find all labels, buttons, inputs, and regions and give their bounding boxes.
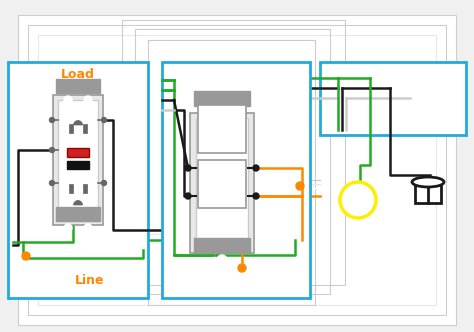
- Bar: [198, 160, 246, 208]
- Bar: [135, 29, 330, 294]
- Circle shape: [49, 118, 55, 123]
- Bar: [122, 20, 345, 285]
- Bar: [69, 184, 73, 193]
- Circle shape: [84, 96, 92, 104]
- Circle shape: [64, 224, 72, 232]
- Bar: [415, 185, 441, 203]
- Circle shape: [238, 264, 246, 272]
- Bar: [194, 91, 250, 106]
- Circle shape: [84, 224, 92, 232]
- Circle shape: [217, 255, 227, 265]
- Bar: [56, 79, 100, 93]
- Circle shape: [340, 182, 376, 218]
- Bar: [162, 62, 310, 298]
- Wedge shape: [73, 121, 82, 125]
- Bar: [83, 184, 87, 193]
- Bar: [69, 124, 73, 133]
- Circle shape: [185, 165, 191, 171]
- Bar: [320, 62, 466, 135]
- Circle shape: [49, 147, 55, 152]
- Circle shape: [253, 193, 259, 199]
- Circle shape: [253, 165, 259, 171]
- Circle shape: [101, 118, 107, 123]
- Bar: [58, 100, 98, 220]
- Bar: [67, 161, 89, 169]
- Bar: [196, 118, 248, 248]
- Bar: [148, 40, 315, 305]
- Circle shape: [64, 96, 72, 104]
- Bar: [53, 95, 103, 225]
- Text: Line: Line: [75, 274, 105, 287]
- Bar: [56, 207, 100, 221]
- Text: Load: Load: [61, 68, 95, 81]
- Bar: [198, 105, 246, 153]
- Circle shape: [22, 252, 30, 260]
- Bar: [190, 113, 254, 253]
- Circle shape: [217, 108, 227, 118]
- Bar: [67, 148, 89, 157]
- Circle shape: [185, 193, 191, 199]
- Circle shape: [101, 181, 107, 186]
- Wedge shape: [73, 201, 82, 205]
- Bar: [8, 62, 148, 298]
- Circle shape: [49, 181, 55, 186]
- Bar: [38, 35, 436, 305]
- Circle shape: [296, 182, 304, 190]
- Bar: [83, 124, 87, 133]
- Ellipse shape: [412, 177, 444, 187]
- Bar: [28, 25, 446, 315]
- Bar: [194, 238, 250, 253]
